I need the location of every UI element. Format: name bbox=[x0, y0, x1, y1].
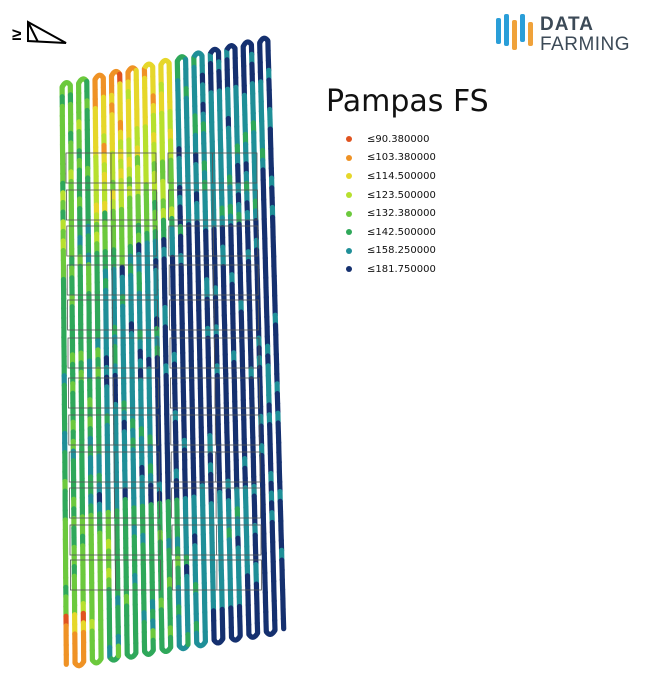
legend-label: ≤103.380000 bbox=[367, 152, 436, 164]
svg-text:≥: ≥ bbox=[12, 25, 21, 44]
legend-swatch bbox=[346, 154, 352, 161]
legend-item: ≤132.380000 bbox=[346, 204, 526, 223]
north-arrow-icon: ≥ bbox=[10, 14, 70, 50]
legend-swatch bbox=[346, 192, 352, 199]
legend-item: ≤181.750000 bbox=[346, 260, 526, 279]
data-farming-logo-icon bbox=[496, 14, 533, 50]
legend-label: ≤114.500000 bbox=[367, 170, 436, 182]
legend-swatch bbox=[346, 210, 352, 217]
brand-name-line1: DATA bbox=[540, 14, 594, 35]
legend-label: ≤158.250000 bbox=[367, 245, 436, 257]
field-title: Pampas FS bbox=[326, 84, 489, 119]
legend-swatch bbox=[346, 247, 352, 254]
data-farming-logo: DATA FARMING bbox=[494, 12, 644, 56]
legend-swatch bbox=[346, 136, 352, 143]
brand-name-line2: FARMING bbox=[540, 34, 631, 55]
legend-item: ≤123.500000 bbox=[346, 186, 526, 205]
legend-swatch bbox=[346, 173, 352, 180]
legend-item: ≤90.380000 bbox=[346, 130, 526, 149]
yield-legend: ≤90.380000 ≤103.380000 ≤114.500000 ≤123.500… bbox=[346, 130, 526, 279]
harvest-passes bbox=[59, 35, 287, 669]
legend-item: ≤142.500000 bbox=[346, 223, 526, 242]
legend-swatch bbox=[346, 266, 352, 273]
trial-plot-grid bbox=[65, 152, 262, 591]
legend-label: ≤123.500000 bbox=[367, 189, 436, 201]
legend-label: ≤181.750000 bbox=[367, 263, 436, 275]
legend-swatch bbox=[346, 229, 352, 236]
legend-item: ≤103.380000 bbox=[346, 149, 526, 168]
legend-label: ≤132.380000 bbox=[367, 208, 436, 220]
legend-label: ≤142.500000 bbox=[367, 226, 436, 238]
legend-item: ≤158.250000 bbox=[346, 242, 526, 261]
legend-item: ≤114.500000 bbox=[346, 167, 526, 186]
legend-label: ≤90.380000 bbox=[367, 133, 430, 145]
